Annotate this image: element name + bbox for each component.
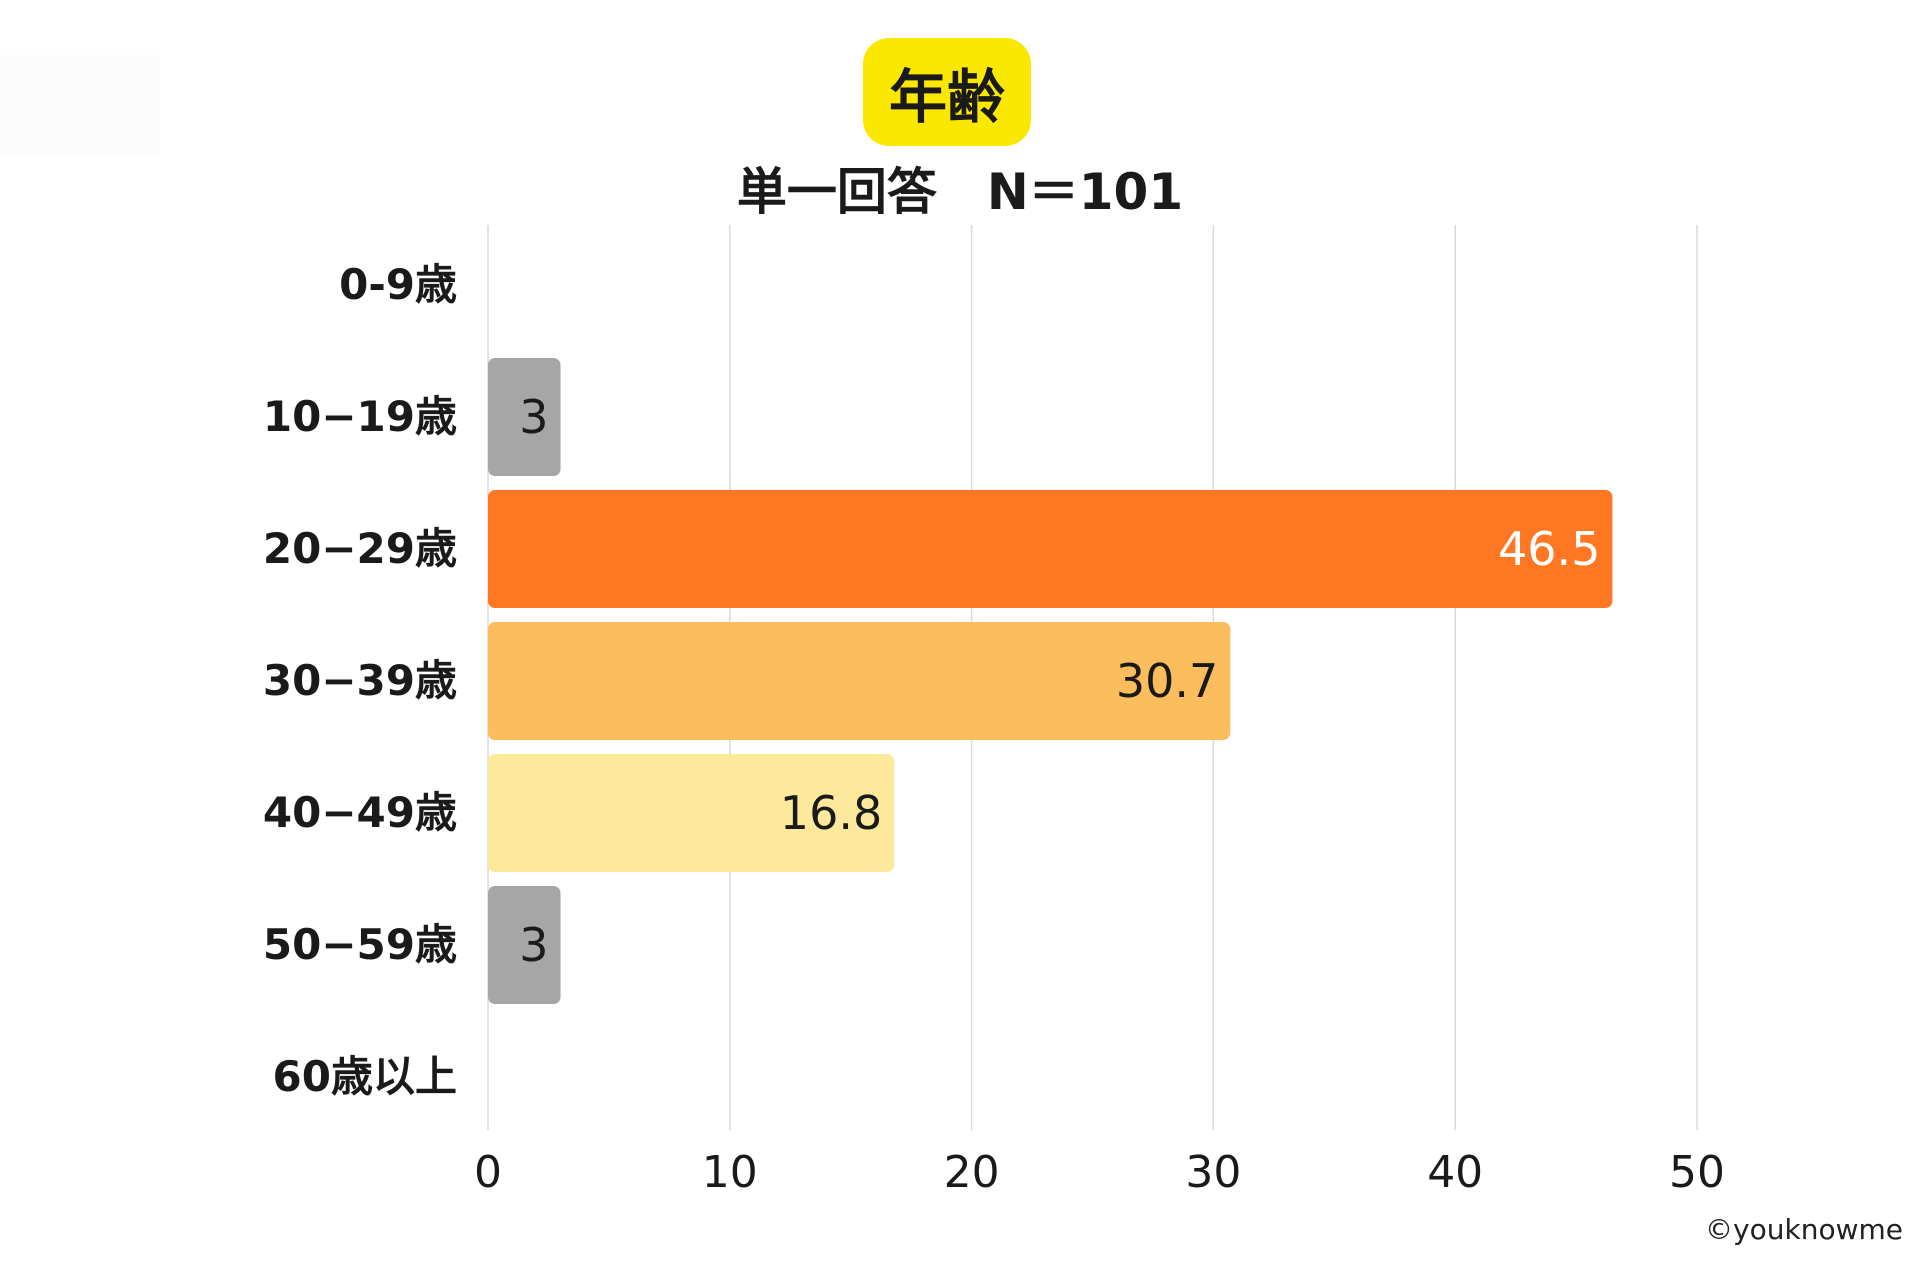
x-tick-label: 20 (944, 1147, 1000, 1198)
y-category-label: 50−59歳 (263, 920, 457, 969)
bar-value-label: 3 (519, 918, 548, 972)
bar-value-label: 46.5 (1498, 522, 1600, 576)
y-category-label: 40−49歳 (263, 788, 457, 837)
bar (488, 490, 1612, 608)
x-tick-label: 40 (1427, 1147, 1483, 1198)
y-category-label: 60歳以上 (273, 1052, 457, 1101)
bar-value-label: 16.8 (780, 786, 882, 840)
bar-value-label: 3 (519, 390, 548, 444)
x-tick-label: 50 (1669, 1147, 1725, 1198)
x-tick-label: 10 (702, 1147, 758, 1198)
bar-value-label: 30.7 (1116, 654, 1218, 708)
x-tick-label: 0 (474, 1147, 502, 1198)
y-category-label: 20−29歳 (263, 524, 457, 573)
y-category-label: 30−39歳 (263, 656, 457, 705)
y-category-label: 0-9歳 (339, 260, 457, 309)
copyright-watermark: ©youknowme (1705, 1213, 1903, 1246)
x-tick-label: 30 (1185, 1147, 1241, 1198)
y-category-label: 10−19歳 (263, 392, 457, 441)
